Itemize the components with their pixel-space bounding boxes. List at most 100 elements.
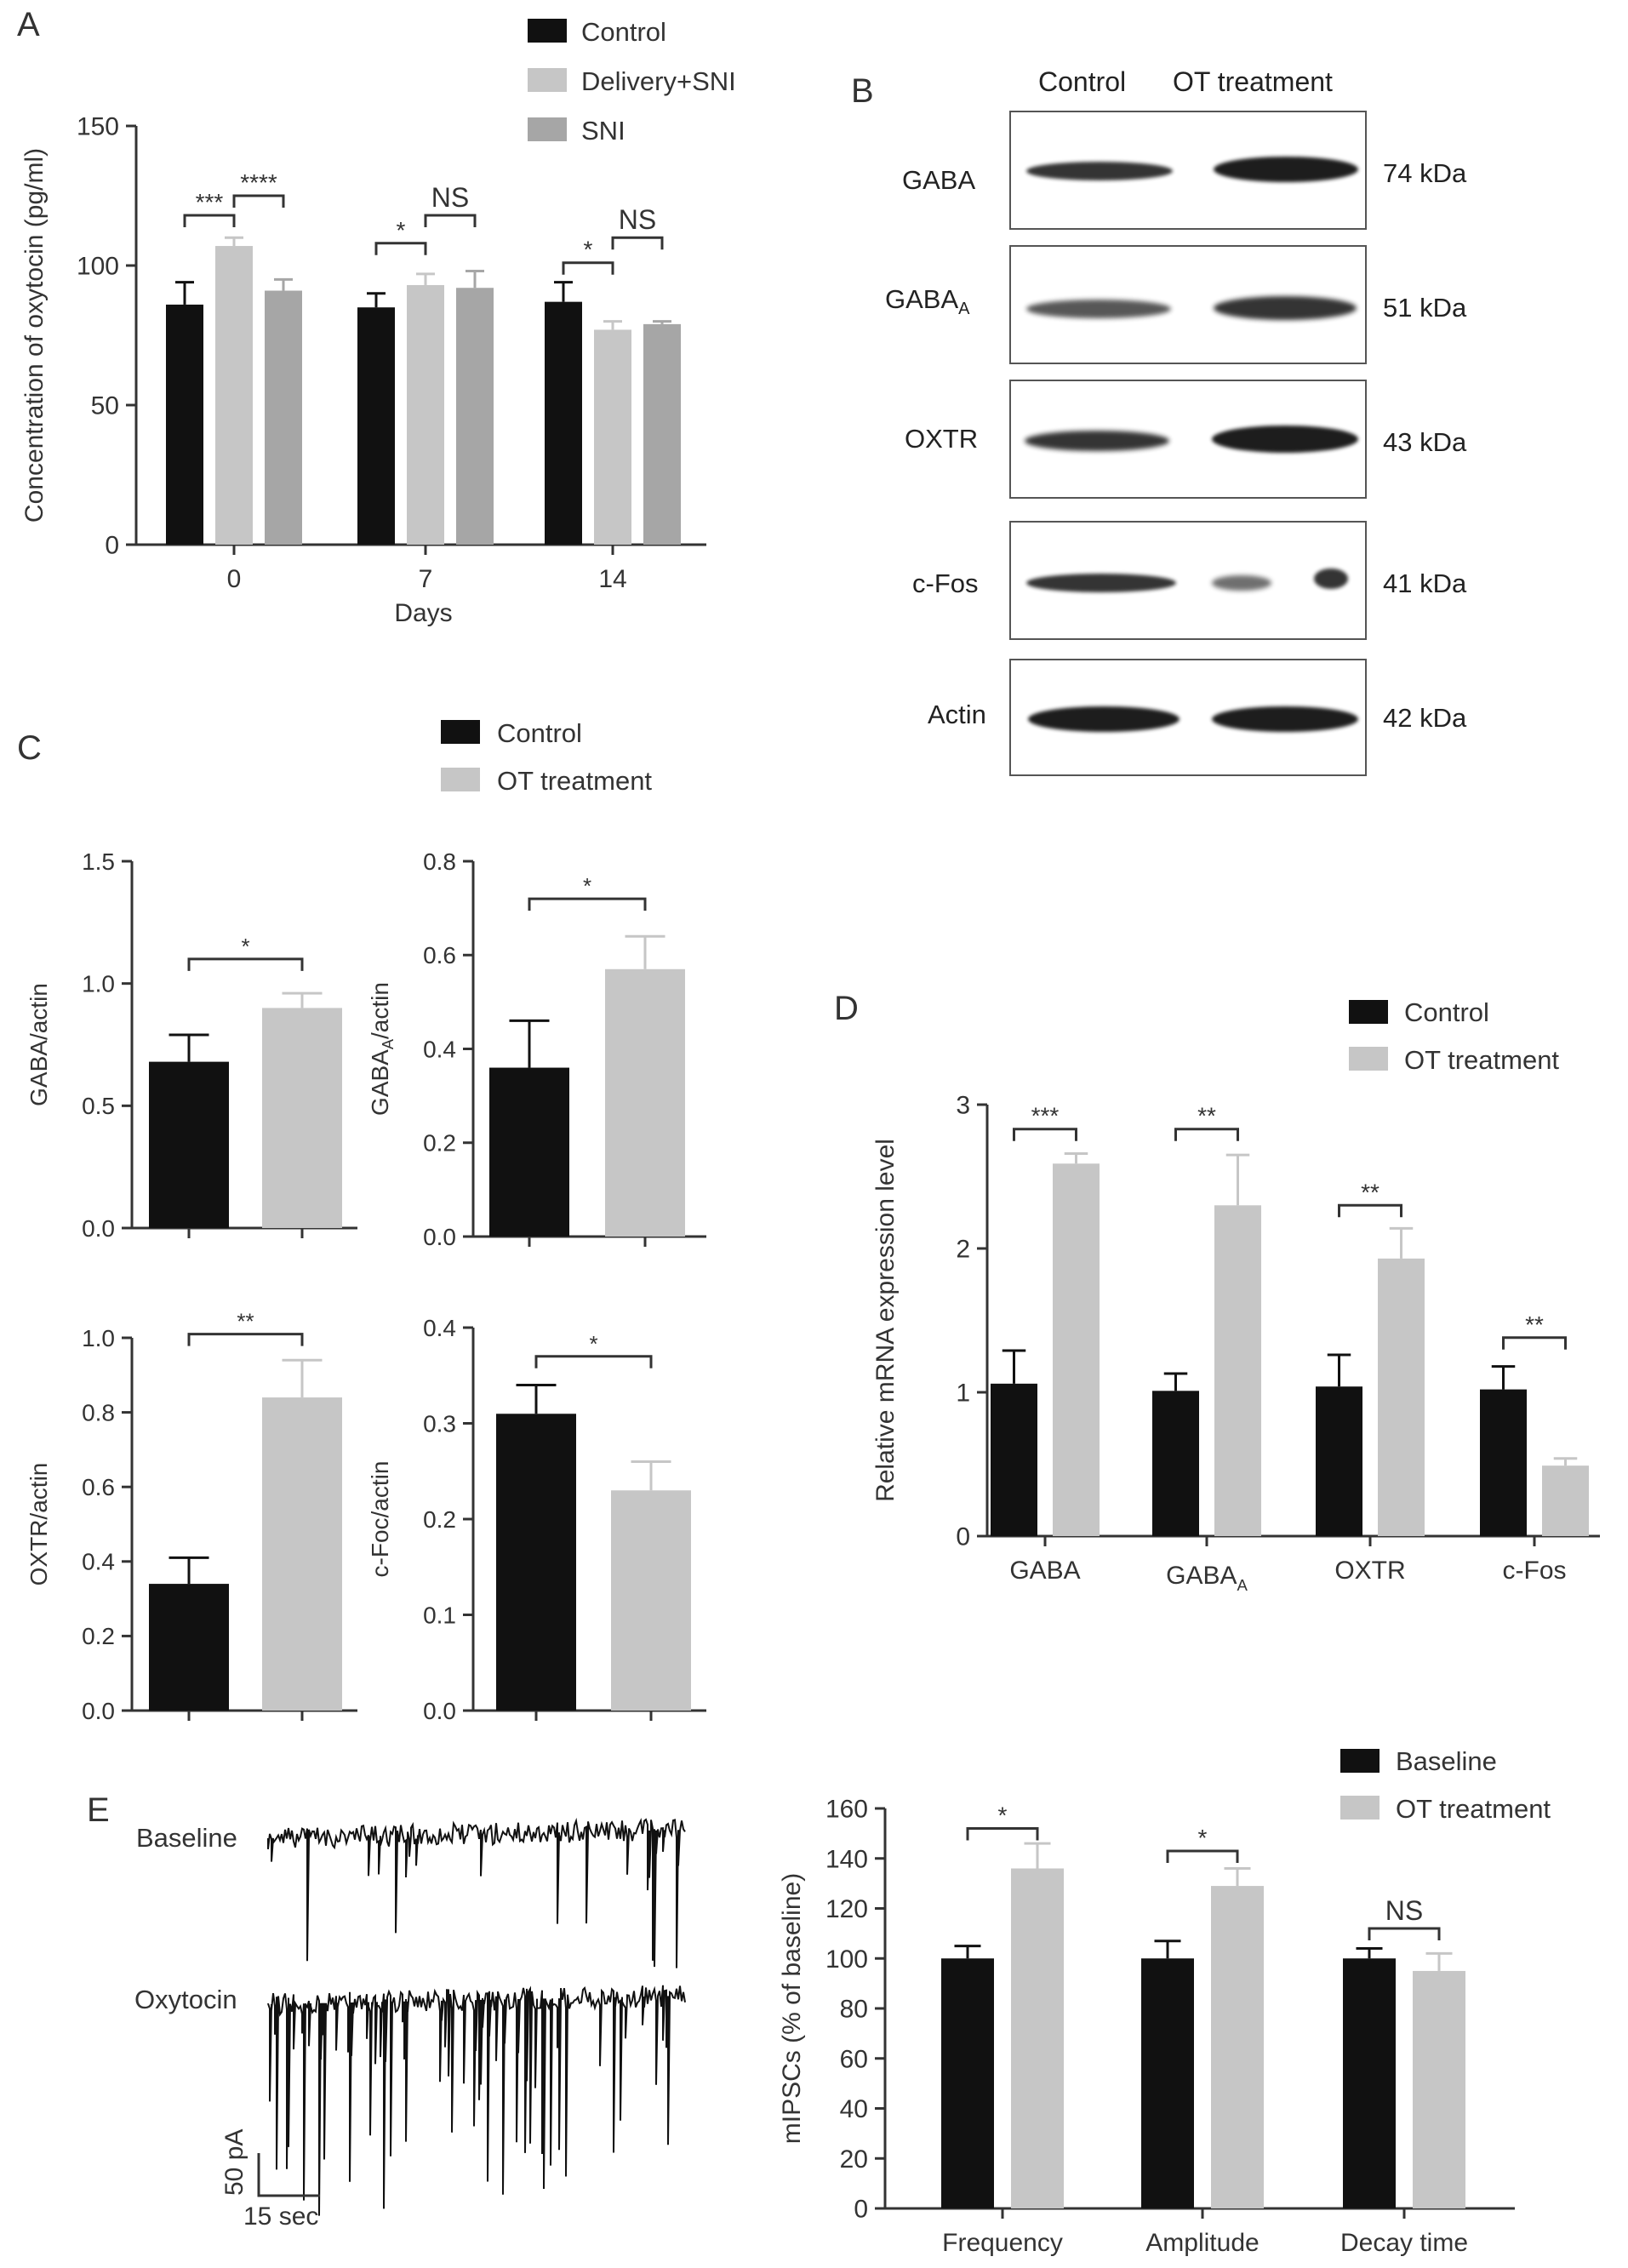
legend-d-swatch-control (1349, 1000, 1388, 1024)
legend-a-label-sni: SNI (581, 116, 625, 146)
wb-column-control: Control (1038, 66, 1127, 97)
legend-d: Control OT treatment (1349, 997, 1559, 1075)
bar-d-ot-treatment-gabaa (1214, 1205, 1261, 1536)
chart-c4-y-tick-label: 0.1 (423, 1602, 456, 1628)
sig-a-0-0-1 (183, 214, 236, 227)
chart-e-x-tick-label: Frequency (942, 2229, 1063, 2257)
legend-d-swatch-ot (1349, 1047, 1388, 1071)
bar-a-sni-14 (643, 323, 681, 545)
sig-e-1-0-1-label: * (1198, 1825, 1208, 1851)
bar-c4-ot-treatment (611, 1490, 691, 1711)
wb-row-gabaa-label: GABAA (885, 284, 970, 319)
bar-e-baseline-amplitude (1141, 1958, 1194, 2208)
chart-e-y-tick-label: 160 (825, 1796, 868, 1824)
chart-c4-y-tick-label: 0.3 (423, 1410, 456, 1437)
bar-a-sni-7 (456, 288, 494, 545)
wb-box-gabaa (1009, 245, 1367, 364)
wb-band-gaba-control (1026, 162, 1173, 180)
bar-c2-ot-treatment (605, 968, 685, 1237)
panel-label-b: B (851, 72, 874, 110)
scale-bar (257, 2153, 320, 2197)
legend-e: Baseline OT treatment (1340, 1746, 1551, 1824)
sig-d-3-0-1 (1502, 1336, 1567, 1350)
wb-column-ot: OT treatment (1173, 66, 1333, 97)
chart-c2-y-label: GABAA/actin (367, 982, 397, 1116)
wb-kda-actin: 42 kDa (1383, 703, 1467, 733)
wb-row-gaba-label: GABA (902, 165, 976, 195)
chart-e-y-tick-label: 20 (840, 2145, 868, 2174)
chart-c1-y-tick-label: 1.5 (82, 848, 115, 875)
sig-e-0-0-1 (966, 1827, 1039, 1841)
wb-row-oxtr-label: OXTR (905, 424, 979, 454)
sig-a-2-0-1 (562, 261, 614, 275)
chart-c1-y-label: GABA/actin (26, 983, 52, 1106)
sig-a-2-1-2 (611, 236, 664, 250)
sig-d-0-0-1 (1013, 1128, 1077, 1141)
chart-d-y-tick-label: 1 (956, 1380, 970, 1408)
legend-c-swatch-control (441, 720, 480, 744)
chart-c1-y-tick-label: 0.5 (82, 1093, 115, 1119)
chart-c4-y-tick-label: 0.0 (423, 1698, 456, 1724)
wb-row-gabaa-label-sub: A (958, 300, 970, 319)
wb-band-actin-ot (1212, 706, 1358, 732)
wb-box-cfos (1009, 521, 1367, 640)
bar-d-ot-treatment-gaba (1053, 1163, 1100, 1536)
wb-band-oxtr-control (1025, 431, 1169, 451)
chart-c4-y-tick-label: 0.2 (423, 1506, 456, 1533)
wb-box-gaba (1009, 111, 1367, 230)
panel-label-e: E (87, 1791, 110, 1829)
legend-d-label-control: Control (1404, 997, 1489, 1027)
panel-label-a: A (17, 6, 40, 43)
trace-label-baseline: Baseline (136, 1823, 237, 1853)
panel-label-d: D (834, 990, 859, 1027)
chart-c2-y-tick-label: 0.4 (423, 1036, 456, 1062)
bar-c3-ot-treatment (262, 1397, 342, 1711)
sig-a-1-1-2-label: NS (431, 182, 469, 213)
chart-d-y-label: Relative mRNA expression level (871, 1139, 900, 1502)
bar-c3-control (149, 1584, 229, 1711)
chart-a-x-label: Days (394, 599, 452, 627)
legend-c: Control OT treatment (441, 718, 652, 796)
trace-label-oxytocin: Oxytocin (134, 1985, 237, 2014)
sig-c3-label: ** (237, 1309, 254, 1334)
chart-c-cfos-actin: 0.0 0.1 0.2 0.3 0.4 * c-Foc/actin (367, 1315, 706, 1724)
wb-band-gabaa-control (1026, 300, 1171, 318)
chart-c-gaba-actin: 0.0 0.5 1.0 1.5 * GABA/actin (26, 848, 357, 1242)
chart-e-y-label: mIPSCs (% of baseline) (778, 1873, 806, 2144)
chart-d-y-tick-label: 3 (956, 1092, 970, 1120)
sig-a-2-1-2-label: NS (619, 204, 656, 235)
chart-a-y-tick-label: 100 (77, 253, 119, 281)
chart-a-y-label: Concentration of oxytocin (pg/ml) (20, 148, 49, 523)
chart-a-y-tick-label: 50 (91, 392, 119, 420)
chart-e-x-tick-label: Amplitude (1145, 2229, 1259, 2257)
sig-d-1-0-1 (1174, 1128, 1239, 1141)
traces-panel: Baseline Oxytocin 50 pA 15 sec (134, 1817, 686, 2231)
sig-a-0-0-1-label: *** (196, 189, 224, 215)
sig-a-1-0-1 (374, 242, 427, 255)
sig-d-0-0-1-label: *** (1031, 1103, 1060, 1129)
wb-band-cfos-control (1026, 574, 1176, 592)
scale-label-pa: 50 pA (220, 2129, 248, 2196)
panel-label-c: C (17, 729, 42, 767)
legend-c-swatch-ot (441, 768, 480, 791)
bar-d-control-oxtr (1316, 1386, 1362, 1536)
chart-e-y-tick-label: 60 (840, 2045, 868, 2073)
chart-c1-y-tick-label: 0.0 (82, 1215, 115, 1242)
legend-a-label-control: Control (581, 17, 666, 47)
sig-d-2-0-1 (1338, 1203, 1402, 1218)
bar-a-delivery-sni-0 (215, 246, 253, 545)
wb-band-actin-control (1028, 706, 1180, 732)
sig-c2 (528, 897, 647, 911)
bar-a-control-14 (545, 301, 582, 545)
chart-c-gabaa-actin: 0.0 0.2 0.4 0.6 0.8 * GABAA/actin (367, 848, 706, 1250)
chart-c3-y-tick-label: 1.0 (82, 1325, 115, 1351)
bar-d-ot-treatment-oxtr (1378, 1258, 1425, 1536)
sig-a-0-1-2 (232, 194, 285, 208)
legend-e-label-baseline: Baseline (1396, 1746, 1497, 1776)
wb-band-gaba-ot (1214, 157, 1358, 182)
chart-c4-y-label: c-Foc/actin (367, 1461, 393, 1578)
sig-c4-label: * (589, 1331, 597, 1357)
chart-e-x-tick-label: Decay time (1340, 2229, 1468, 2257)
